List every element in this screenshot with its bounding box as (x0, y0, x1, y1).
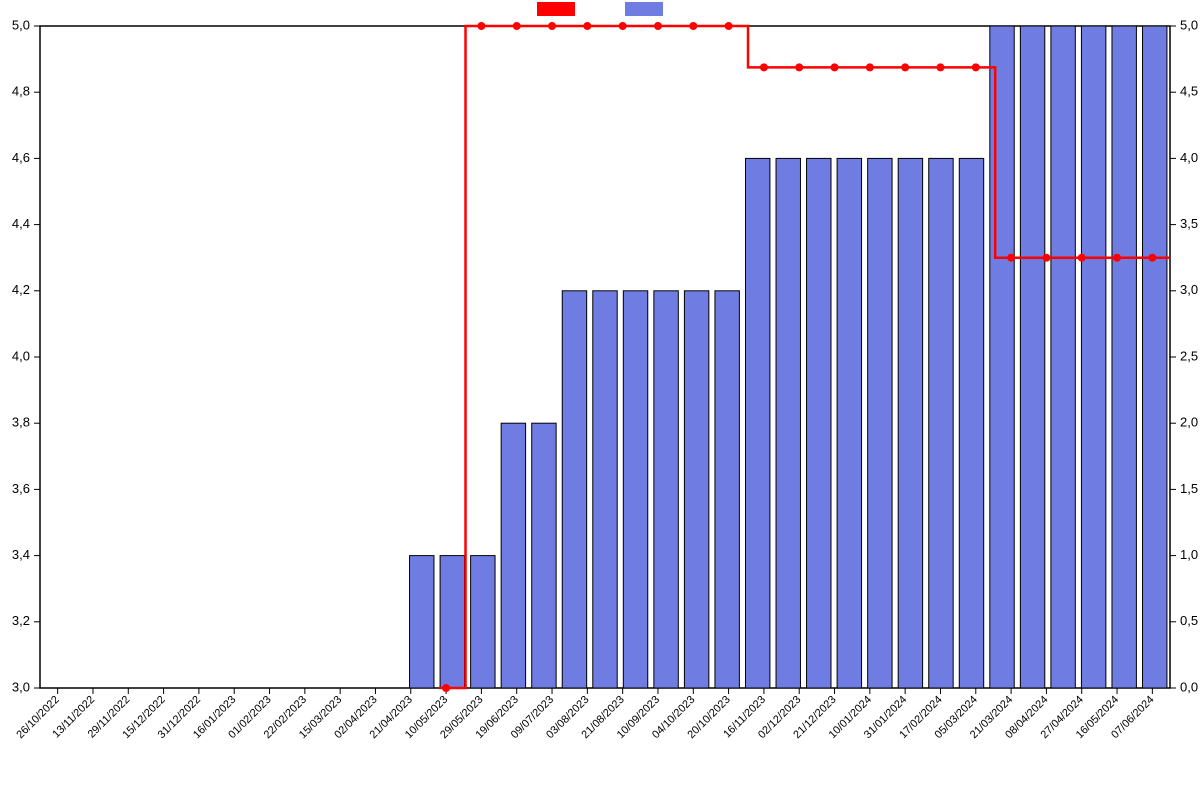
y-left-tick-label: 4,0 (12, 348, 30, 363)
bar (440, 556, 464, 688)
bar (990, 26, 1014, 688)
y-right-tick-label: 1,0 (1180, 547, 1198, 562)
line-marker (654, 23, 661, 30)
line-marker (513, 23, 520, 30)
bar (654, 291, 678, 688)
y-right-tick-label: 4,0 (1180, 150, 1198, 165)
chart-svg: 3,0 3,2 3,4 3,6 3,8 4,0 4,2 4,4 4,6 4,8 5,0 0,0 0,5 1… (0, 0, 1200, 800)
y-left-tick-label: 3,2 (12, 613, 30, 628)
y-left-tick-label: 3,8 (12, 415, 30, 430)
y-left-tick-label: 3,6 (12, 481, 30, 496)
bar (776, 158, 800, 688)
bar (471, 556, 495, 688)
line-marker (1114, 254, 1121, 261)
y-left-tick-label: 4,6 (12, 150, 30, 165)
bar (715, 291, 739, 688)
legend-swatch-bar (625, 2, 663, 16)
line-marker (478, 23, 485, 30)
y-left-tick-label: 4,2 (12, 282, 30, 297)
line-marker (690, 23, 697, 30)
y-left-tick-label: 4,8 (12, 84, 30, 99)
y-left-tick-label: 5,0 (12, 17, 30, 32)
bar (868, 158, 892, 688)
line-marker (1008, 254, 1015, 261)
bar (623, 291, 647, 688)
y-right-tick-label: 2,0 (1180, 415, 1198, 430)
line-marker (866, 64, 873, 71)
y-right-tick-label: 5,0 (1180, 17, 1198, 32)
y-right-tick-label: 0,5 (1180, 613, 1198, 628)
bar (684, 291, 708, 688)
y-left-tick-label: 3,4 (12, 547, 30, 562)
line-marker (1149, 254, 1156, 261)
bar (959, 158, 983, 688)
legend-swatch-line (537, 2, 575, 16)
line-marker (796, 64, 803, 71)
line-marker (972, 64, 979, 71)
y-right-tick-label: 2,5 (1180, 348, 1198, 363)
line-marker (831, 64, 838, 71)
bar (593, 291, 617, 688)
bar (1081, 26, 1105, 688)
bar (837, 158, 861, 688)
line-marker (760, 64, 767, 71)
line-marker (1043, 254, 1050, 261)
line-marker (443, 685, 450, 692)
line-marker (549, 23, 556, 30)
bar (745, 158, 769, 688)
y-right-tick-label: 1,5 (1180, 481, 1198, 496)
line-marker (937, 64, 944, 71)
line-marker (619, 23, 626, 30)
bar (929, 158, 953, 688)
chart-container: 3,0 3,2 3,4 3,6 3,8 4,0 4,2 4,4 4,6 4,8 5,0 0,0 0,5 1… (0, 0, 1200, 800)
line-marker (1078, 254, 1085, 261)
bar (807, 158, 831, 688)
y-left-tick-label: 3,0 (12, 679, 30, 694)
line-marker (902, 64, 909, 71)
line-marker (725, 23, 732, 30)
bar (1020, 26, 1044, 688)
y-right-tick-label: 3,5 (1180, 216, 1198, 231)
bar (1112, 26, 1136, 688)
y-right-tick-label: 4,5 (1180, 84, 1198, 99)
y-right-tick-label: 3,0 (1180, 282, 1198, 297)
line-marker (584, 23, 591, 30)
bar (532, 423, 556, 688)
bar (1143, 26, 1167, 688)
y-right-tick-label: 0,0 (1180, 679, 1198, 694)
legend (537, 2, 663, 16)
y-left-tick-label: 4,4 (12, 216, 30, 231)
bar (501, 423, 525, 688)
bar (562, 291, 586, 688)
bar (1051, 26, 1075, 688)
bar (410, 556, 434, 688)
bar (898, 158, 922, 688)
